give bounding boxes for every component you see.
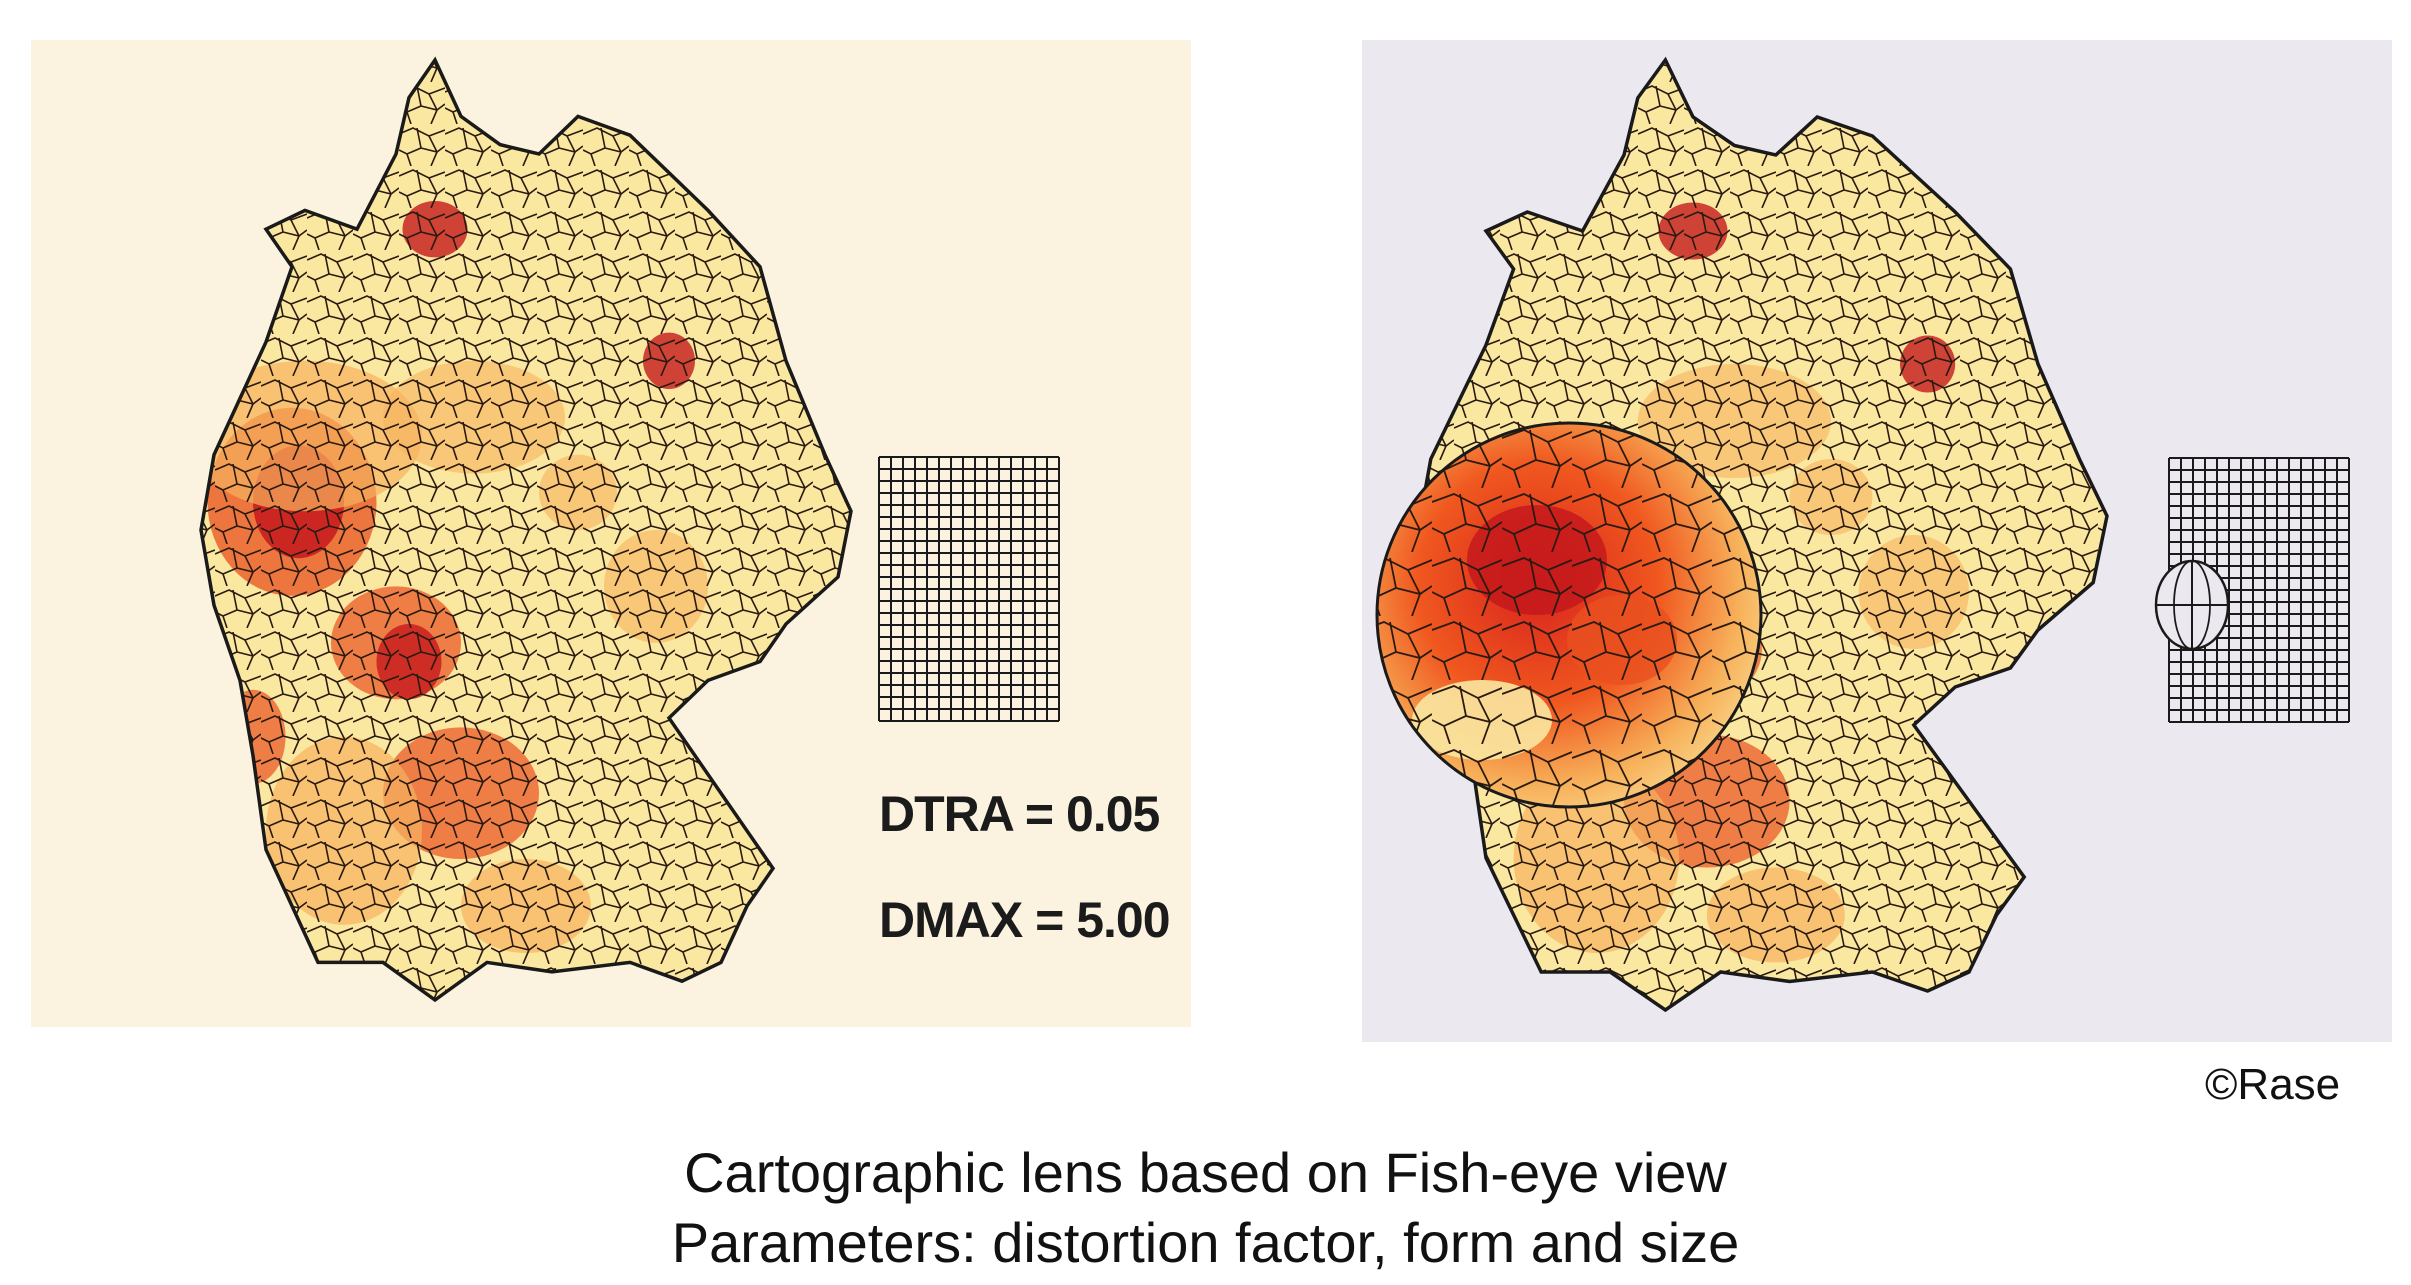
country-border	[1415, 56, 2109, 1013]
caption-line-1: Cartographic lens based on Fish-eye view	[684, 1141, 1727, 1204]
dtra-parameter: DTRA = 0.05	[879, 786, 1160, 842]
right-map-panel	[1362, 40, 2392, 1042]
copyright-credit: ©Rase	[2205, 1060, 2341, 1109]
distortion-grid	[878, 456, 1060, 722]
germany-choropleth-undistorted	[199, 56, 1060, 1003]
country-border	[199, 56, 853, 1003]
caption-line-2: Parameters: distortion factor, form and …	[671, 1211, 1740, 1274]
lens-indicator-line	[2173, 560, 2211, 650]
lens-border	[1375, 421, 1763, 809]
germany-choropleth-fisheye	[1375, 56, 2350, 1013]
dmax-parameter: DMAX = 5.00	[879, 892, 1171, 948]
fisheye-lens	[1375, 421, 1763, 809]
district-borders	[1377, 423, 1761, 807]
left-map-panel: DTRA = 0.05 DMAX = 5.00	[31, 40, 1191, 1027]
district-borders	[201, 60, 851, 1000]
distortion-grid	[2154, 457, 2350, 723]
district-map	[199, 56, 853, 1003]
